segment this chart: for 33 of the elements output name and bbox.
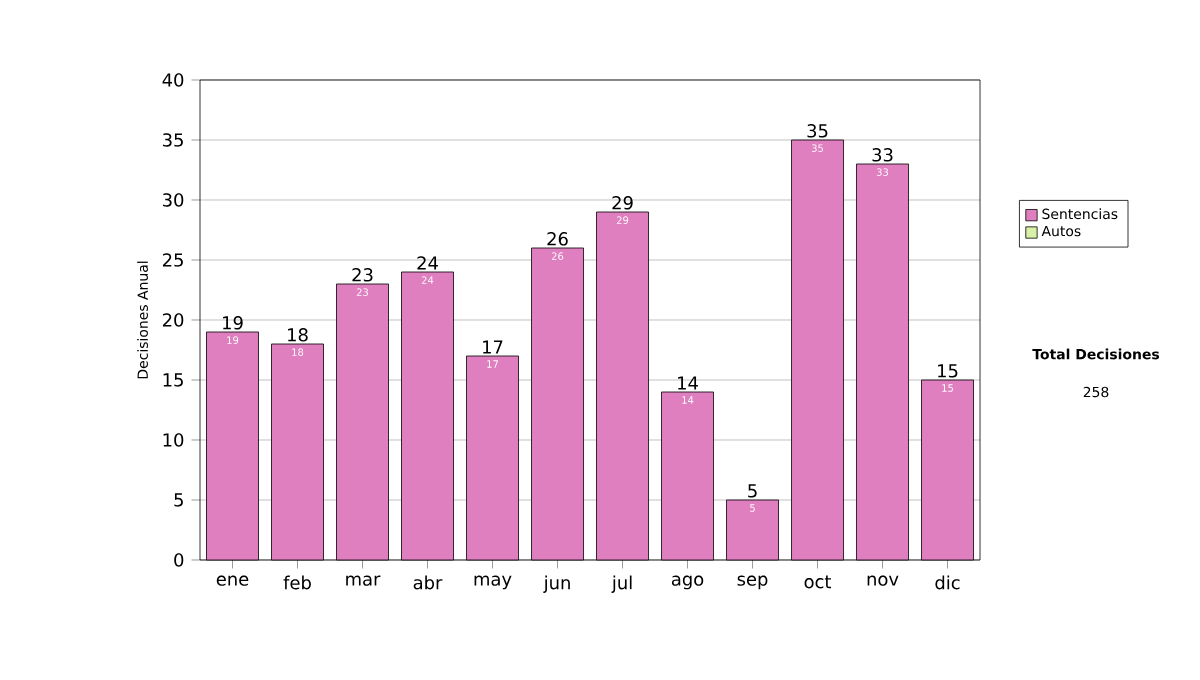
x-tick-label: ene <box>216 575 249 586</box>
x-tick-label: may <box>474 575 512 590</box>
total-label: 19 <box>223 316 243 330</box>
x-tick-label: jun <box>543 575 570 593</box>
total-label: 26 <box>547 232 568 246</box>
total-label: 18 <box>288 328 308 342</box>
x-tick-label: mar <box>346 575 381 586</box>
y-tick-label: 30 <box>163 193 184 207</box>
total-label: 14 <box>678 376 698 390</box>
y-tick-label: 0 <box>174 553 184 567</box>
y-tick-label: 10 <box>163 433 184 447</box>
y-tick-label: 40 <box>162 73 184 87</box>
x-tick-label: nov <box>867 575 899 586</box>
total-label: 5 <box>748 484 757 498</box>
total-label: 35 <box>807 124 828 138</box>
total-label: 33 <box>872 148 893 162</box>
x-tick-label: ago <box>671 575 704 590</box>
y-tick-label: 25 <box>162 253 183 267</box>
x-tick-label: dic <box>935 575 960 590</box>
x-tick-label: feb <box>283 575 311 590</box>
x-tick-label: sep <box>737 575 768 590</box>
y-tick-label: 15 <box>163 373 183 387</box>
x-tick-label: jul <box>611 575 632 593</box>
x-tick-label: oct <box>804 575 832 589</box>
total-label: 15 <box>938 364 958 378</box>
total-label: 29 <box>612 196 633 210</box>
total-label: 23 <box>352 268 373 282</box>
total-label: 17 <box>483 340 503 354</box>
total-label: 24 <box>417 256 438 270</box>
y-tick-label: 20 <box>162 313 184 327</box>
y-tick-label: 35 <box>163 133 183 147</box>
y-tick-label: 5 <box>174 493 183 507</box>
x-tick-label: abr <box>413 575 443 590</box>
